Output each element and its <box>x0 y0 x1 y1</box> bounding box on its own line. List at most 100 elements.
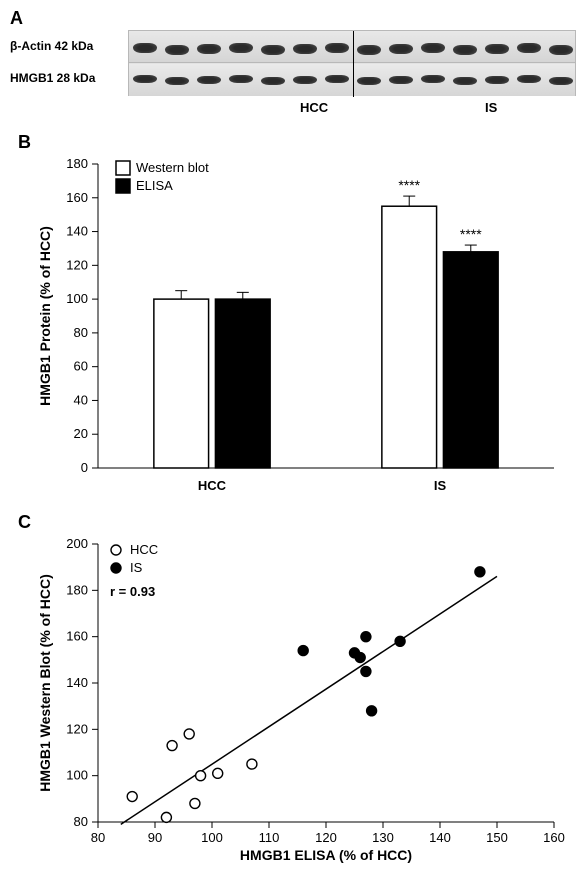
point-HCC-3 <box>184 729 194 739</box>
point-IS-0 <box>298 646 308 656</box>
group-label-hcc: HCC <box>300 100 328 115</box>
scatter-chart: 8090100110120130140150160801001201401601… <box>28 530 568 870</box>
panel-a-label: A <box>10 8 23 29</box>
point-IS-5 <box>367 706 377 716</box>
point-HCC-0 <box>127 792 137 802</box>
svg-text:160: 160 <box>66 629 88 644</box>
svg-text:****: **** <box>460 226 482 242</box>
point-IS-7 <box>475 567 485 577</box>
row-label-hmgb1: HMGB1 28 kDa <box>10 71 95 85</box>
svg-text:80: 80 <box>74 325 88 340</box>
band-hmgb1-2 <box>197 76 220 84</box>
svg-text:180: 180 <box>66 156 88 171</box>
band-actin-4 <box>261 45 284 55</box>
band-hmgb1-12 <box>517 75 540 83</box>
band-hmgb1-5 <box>293 76 316 84</box>
legend: Western blot ELISA <box>116 160 209 193</box>
bar-HCC-0 <box>154 299 209 468</box>
svg-text:IS: IS <box>130 560 143 575</box>
svg-text:90: 90 <box>148 830 162 845</box>
svg-text:140: 140 <box>66 224 88 239</box>
svg-text:150: 150 <box>486 830 508 845</box>
band-actin-11 <box>485 44 508 54</box>
svg-text:HMGB1 ELISA (% of HCC): HMGB1 ELISA (% of HCC) <box>240 847 412 863</box>
band-hmgb1-0 <box>133 75 156 83</box>
panel-c-label: C <box>18 512 31 533</box>
band-hmgb1-1 <box>165 77 188 85</box>
svg-text:140: 140 <box>429 830 451 845</box>
legend: HCC IS r = 0.93 <box>110 542 158 599</box>
svg-text:HCC: HCC <box>198 478 227 493</box>
point-IS-2 <box>355 653 365 663</box>
svg-text:100: 100 <box>66 291 88 306</box>
svg-text:HCC: HCC <box>130 542 158 557</box>
svg-text:20: 20 <box>74 426 88 441</box>
bar-IS-1 <box>443 252 498 468</box>
svg-text:HMGB1 Protein (% of HCC): HMGB1 Protein (% of HCC) <box>37 226 53 406</box>
point-HCC-5 <box>196 771 206 781</box>
svg-text:40: 40 <box>74 392 88 407</box>
svg-text:180: 180 <box>66 582 88 597</box>
band-actin-12 <box>517 43 540 53</box>
point-IS-4 <box>361 666 371 676</box>
band-hmgb1-4 <box>261 77 284 85</box>
regression-line <box>121 576 497 824</box>
point-HCC-4 <box>190 798 200 808</box>
band-actin-5 <box>293 44 316 54</box>
svg-text:160: 160 <box>543 830 565 845</box>
band-actin-8 <box>389 44 412 54</box>
svg-text:Western blot: Western blot <box>136 160 209 175</box>
svg-text:80: 80 <box>74 814 88 829</box>
band-actin-7 <box>357 45 380 55</box>
band-actin-1 <box>165 45 188 55</box>
band-hmgb1-3 <box>229 75 252 83</box>
bar-chart: 0 20 40 60 80 100 120 140 160 180 HMGB1 Protein (%… <box>28 150 568 510</box>
band-hmgb1-7 <box>357 77 380 85</box>
band-hmgb1-11 <box>485 76 508 84</box>
svg-text:110: 110 <box>259 830 280 845</box>
band-actin-6 <box>325 43 348 53</box>
panel-b: B 020406080100120140160180HMGB1 Protein … <box>28 150 568 510</box>
band-actin-0 <box>133 43 156 53</box>
point-IS-3 <box>361 632 371 642</box>
band-actin-10 <box>453 45 476 55</box>
svg-text:0: 0 <box>81 460 88 475</box>
blot-area <box>128 30 576 96</box>
svg-text:100: 100 <box>201 830 223 845</box>
svg-text:****: **** <box>398 177 420 193</box>
svg-text:120: 120 <box>66 257 88 272</box>
band-hmgb1-13 <box>549 77 572 85</box>
band-actin-2 <box>197 44 220 54</box>
svg-text:80: 80 <box>91 830 105 845</box>
svg-text:140: 140 <box>66 675 88 690</box>
point-HCC-1 <box>161 812 171 822</box>
blot-row-actin <box>129 31 575 63</box>
band-actin-9 <box>421 43 444 53</box>
svg-text:200: 200 <box>66 536 88 551</box>
panel-c: C 80901001101201301401501608010012014016… <box>28 530 568 870</box>
row-label-actin: β-Actin 42 kDa <box>10 39 93 53</box>
figure-root: A β-Actin 42 kDa HMGB1 28 kDa HCC IS B 0… <box>0 0 588 878</box>
point-HCC-6 <box>213 768 223 778</box>
svg-text:120: 120 <box>66 721 88 736</box>
point-HCC-2 <box>167 741 177 751</box>
svg-text:100: 100 <box>66 768 88 783</box>
group-label-is: IS <box>485 100 497 115</box>
svg-text:120: 120 <box>315 830 337 845</box>
bar-IS-0 <box>382 206 437 468</box>
svg-text:HMGB1 Western Blot (% of HCC): HMGB1 Western Blot (% of HCC) <box>37 574 53 792</box>
svg-text:160: 160 <box>66 190 88 205</box>
svg-text:ELISA: ELISA <box>136 178 173 193</box>
band-hmgb1-8 <box>389 76 412 84</box>
svg-text:60: 60 <box>74 359 88 374</box>
band-hmgb1-10 <box>453 77 476 85</box>
band-hmgb1-9 <box>421 75 444 83</box>
panel-a: A β-Actin 42 kDa HMGB1 28 kDa HCC IS <box>10 8 578 123</box>
panel-b-label: B <box>18 132 31 153</box>
svg-text:IS: IS <box>434 478 447 493</box>
band-actin-13 <box>549 45 572 55</box>
r-value: r = 0.93 <box>110 584 155 599</box>
band-hmgb1-6 <box>325 75 348 83</box>
point-IS-6 <box>395 636 405 646</box>
bar-HCC-1 <box>215 299 270 468</box>
